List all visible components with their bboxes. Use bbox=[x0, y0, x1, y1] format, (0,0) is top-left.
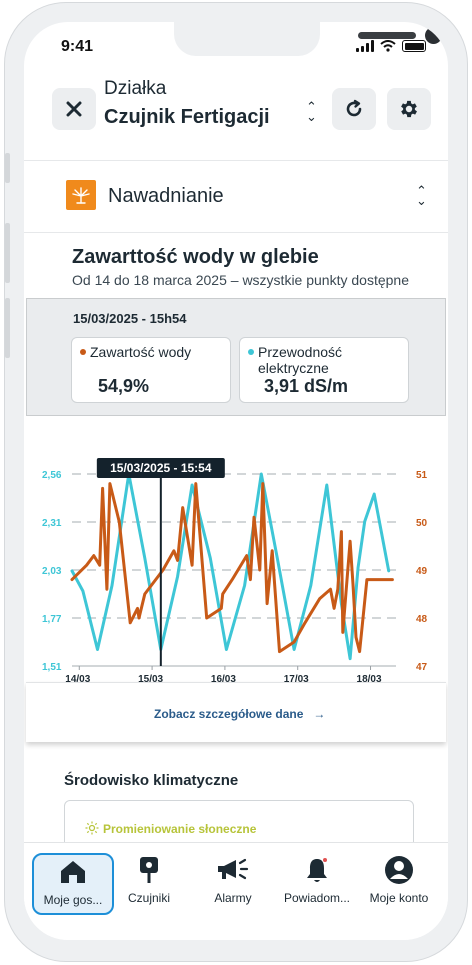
see-details-link[interactable]: Zobacz szczegółowe dane → bbox=[154, 707, 326, 721]
water-content-label: Zawartość wody bbox=[80, 344, 191, 360]
nav-account[interactable]: Moje konto bbox=[358, 853, 440, 915]
section-title: Zawarttość wody w glebie bbox=[72, 246, 319, 268]
ec-dot bbox=[248, 349, 254, 355]
signal-icon bbox=[356, 40, 374, 52]
chart-cursor-label: 15/03/2025 - 15:54 bbox=[110, 461, 212, 475]
nav-alarms-label: Alarmy bbox=[214, 891, 252, 905]
ec-series-line bbox=[70, 472, 391, 661]
chart-cursor-badge bbox=[96, 458, 225, 478]
nav-account-label: Moje konto bbox=[369, 891, 429, 905]
notch bbox=[174, 22, 442, 56]
x-tick-label: 14/03 bbox=[65, 674, 90, 682]
x-tick-label: 18/03 bbox=[357, 674, 382, 682]
close-button[interactable] bbox=[52, 88, 96, 130]
account-icon bbox=[385, 856, 413, 884]
refresh-icon bbox=[346, 99, 362, 117]
conductivity-card: Przewodność elektryczne 3,91 dS/m bbox=[239, 337, 409, 403]
nav-alarms[interactable]: Alarmy bbox=[192, 853, 274, 915]
y-left-tick-label: 2,03 bbox=[42, 566, 62, 577]
y-right-tick-label: 48 bbox=[416, 614, 428, 625]
header: Działka Czujnik Fertigacji ⌃ ⌄ bbox=[24, 78, 448, 160]
status-icons bbox=[356, 40, 426, 52]
irrigation-icon bbox=[66, 180, 96, 210]
close-icon bbox=[66, 101, 82, 117]
section-subtitle: Od 14 do 18 marca 2025 – wszystkie punkt… bbox=[72, 272, 409, 288]
water-content-card: Zawartość wody 54,9% bbox=[71, 337, 231, 403]
nav-home-label: Moje gos... bbox=[43, 893, 103, 907]
y-right-tick-label: 50 bbox=[416, 518, 428, 529]
solar-radiation-item[interactable]: Promieniowanie słoneczne bbox=[85, 821, 256, 836]
speaker bbox=[358, 32, 416, 39]
megaphone-icon bbox=[218, 858, 249, 880]
x-tick-label: 15/03 bbox=[138, 674, 163, 682]
header-divider bbox=[24, 160, 448, 161]
category-label: Nawadnianie bbox=[108, 185, 224, 207]
y-right-tick-label: 47 bbox=[416, 662, 428, 673]
sensor-icon bbox=[140, 857, 158, 883]
nav-sensors[interactable]: Czujniki bbox=[108, 853, 190, 915]
readout-panel: 15/03/2025 - 15h54 Zawartość wody 54,9% … bbox=[26, 298, 446, 416]
nav-notifications-label: Powiadom... bbox=[283, 891, 351, 905]
water-series-line bbox=[70, 482, 394, 654]
bell-icon bbox=[307, 858, 327, 882]
volume-up-button bbox=[5, 223, 10, 283]
arrow-right-icon: → bbox=[313, 707, 326, 721]
y-right-tick-label: 51 bbox=[416, 470, 428, 481]
water-dot bbox=[80, 349, 86, 355]
screen: 9:41 Działka Czujnik Fertigacji ⌃ ⌄ Nawad… bbox=[24, 22, 448, 940]
chart-svg[interactable]: 2,56 51 2,31 50 2,03 49 1,77 48 1,51 47 14/03 15/03… bbox=[24, 432, 448, 685]
category-selector[interactable]: Nawadnianie ⌃ ⌄ bbox=[24, 162, 448, 232]
y-left-tick-label: 1,77 bbox=[42, 614, 62, 625]
category-divider bbox=[24, 232, 448, 233]
water-content-value: 54,9% bbox=[98, 376, 150, 396]
mute-switch bbox=[5, 153, 10, 183]
header-subtitle: Działka bbox=[104, 78, 167, 99]
y-left-tick-label: 2,31 bbox=[42, 518, 62, 529]
x-tick-label: 16/03 bbox=[211, 674, 236, 682]
home-icon bbox=[61, 861, 85, 883]
soil-water-chart[interactable]: 2,56 51 2,31 50 2,03 49 1,77 48 1,51 47 14/03 15/03… bbox=[24, 432, 448, 685]
detail-card[interactable]: Zobacz szczegółowe dane → bbox=[26, 682, 446, 742]
wifi-icon bbox=[380, 40, 396, 52]
y-left-tick-label: 1,51 bbox=[42, 662, 62, 673]
chevron-updown-icon[interactable]: ⌃ ⌄ bbox=[306, 99, 317, 124]
nav-home[interactable]: Moje gos... bbox=[32, 853, 114, 915]
volume-down-button bbox=[5, 298, 10, 358]
bottom-nav: Moje gos... Czujniki Alarmy Powiadom... … bbox=[24, 842, 448, 940]
nav-sensors-label: Czujniki bbox=[127, 891, 170, 905]
environment-title: Środowisko klimatyczne bbox=[64, 772, 239, 789]
status-time: 9:41 bbox=[61, 38, 94, 55]
battery-icon bbox=[402, 40, 426, 52]
sun-icon bbox=[85, 821, 99, 835]
refresh-button[interactable] bbox=[332, 88, 376, 130]
nav-notifications[interactable]: Powiadom... bbox=[276, 853, 358, 915]
y-right-tick-label: 49 bbox=[416, 566, 428, 577]
y-left-tick-label: 2,56 bbox=[42, 470, 62, 481]
gear-icon bbox=[401, 100, 417, 118]
camera bbox=[425, 27, 442, 44]
chevron-updown-icon[interactable]: ⌃ ⌄ bbox=[416, 183, 427, 208]
conductivity-label: Przewodność elektryczne bbox=[248, 344, 342, 376]
x-tick-label: 17/03 bbox=[284, 674, 309, 682]
settings-button[interactable] bbox=[387, 88, 431, 130]
readout-date: 15/03/2025 - 15h54 bbox=[73, 311, 187, 326]
conductivity-value: 3,91 dS/m bbox=[264, 376, 349, 396]
header-title: Czujnik Fertigacji bbox=[104, 106, 270, 128]
